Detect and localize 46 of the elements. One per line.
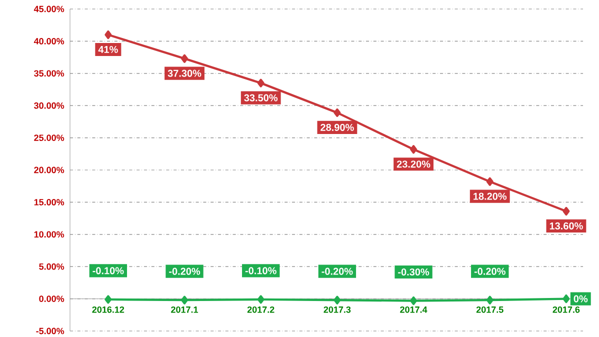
data-label: 0% <box>574 295 588 302</box>
point <box>410 145 418 154</box>
point <box>257 78 264 88</box>
data-label: 23.20% <box>396 160 430 168</box>
y-tick-label: 25.00% <box>34 134 64 141</box>
data-label: -0.20% <box>169 268 200 275</box>
data-label: -0.20% <box>322 268 353 275</box>
data-label: 18.20% <box>474 192 507 200</box>
point <box>181 54 188 63</box>
y-tick-label: 20.00% <box>34 166 64 174</box>
point <box>104 30 112 40</box>
y-tick-label: 15.00% <box>34 199 64 206</box>
y-tick-label: -5.00% <box>36 328 64 334</box>
point <box>181 296 188 304</box>
data-label: 13.60% <box>550 222 583 230</box>
data-label: -0.10% <box>245 267 276 274</box>
data-label: 28.90% <box>320 124 354 131</box>
x-tick-label: 2017.4 <box>400 306 428 313</box>
y-tick-label: 40.00% <box>34 38 64 44</box>
data-label: 33.50% <box>244 94 278 102</box>
x-tick-label: 2017.2 <box>247 306 274 313</box>
point <box>562 206 570 216</box>
y-tick-label: 5.00% <box>39 263 64 270</box>
point <box>486 177 494 186</box>
data-label: -0.20% <box>474 268 506 275</box>
point <box>410 296 418 306</box>
y-tick-label: 30.00% <box>34 102 64 109</box>
point <box>257 295 264 304</box>
y-tick-label: 45.00% <box>34 6 64 12</box>
data-label: -0.30% <box>398 268 430 276</box>
data-label: 37.30% <box>168 70 202 77</box>
y-tick-label: 0.00% <box>39 296 64 302</box>
x-tick-label: 2017.3 <box>324 306 351 313</box>
y-tick-label: 35.00% <box>34 70 64 77</box>
point <box>486 296 494 304</box>
x-tick-label: 2017.1 <box>171 306 198 313</box>
data-label: 41% <box>98 46 118 53</box>
x-tick-label: 2017.6 <box>552 306 580 313</box>
point <box>334 108 341 117</box>
point <box>334 296 341 304</box>
y-tick-label: 10.00% <box>34 231 64 238</box>
point <box>104 295 112 304</box>
point <box>562 294 570 304</box>
data-label: -0.10% <box>92 267 124 274</box>
x-tick-label: 2017.5 <box>476 306 504 313</box>
x-tick-label: 2016.12 <box>92 306 124 313</box>
